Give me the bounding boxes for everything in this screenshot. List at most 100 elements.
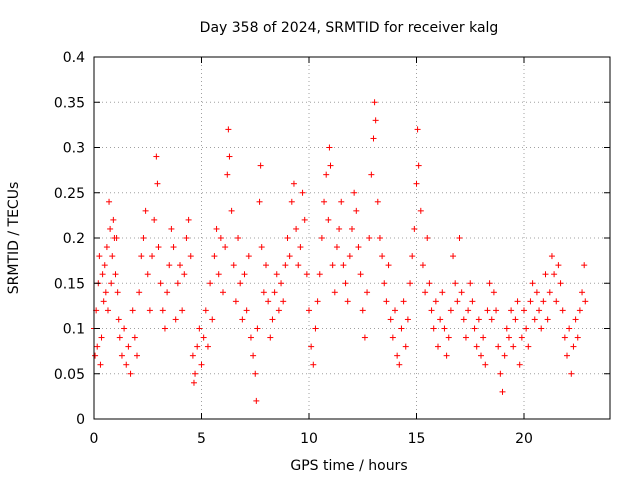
data-point	[97, 361, 104, 368]
data-point	[131, 334, 138, 341]
data-point	[196, 325, 203, 332]
data-point	[239, 316, 246, 323]
data-point	[473, 343, 480, 350]
data-point	[400, 298, 407, 305]
data-point	[488, 316, 495, 323]
data-point	[478, 352, 484, 359]
data-point	[368, 171, 375, 178]
data-point	[275, 307, 282, 314]
data-point	[342, 280, 349, 287]
data-point	[467, 280, 474, 287]
data-point	[252, 370, 259, 377]
data-point	[312, 325, 319, 332]
data-point	[306, 307, 312, 314]
data-point	[581, 262, 588, 269]
y-tick-label: 0	[76, 412, 85, 428]
data-point	[308, 343, 315, 350]
data-point	[92, 352, 99, 359]
data-point	[253, 397, 260, 404]
data-point	[582, 298, 589, 305]
data-point	[364, 289, 371, 296]
x-axis-label: GPS time / hours	[290, 458, 407, 474]
data-point	[561, 334, 568, 341]
data-point	[140, 235, 147, 241]
data-point	[149, 253, 156, 260]
data-point	[419, 262, 426, 269]
data-point	[371, 99, 378, 106]
data-point	[170, 244, 177, 251]
data-point	[361, 334, 368, 341]
data-point	[326, 144, 333, 151]
data-point	[574, 334, 581, 341]
data-point	[168, 225, 175, 232]
data-point	[215, 271, 222, 278]
data-point	[353, 207, 360, 214]
data-point	[299, 189, 306, 196]
data-point	[443, 352, 450, 359]
data-point	[542, 271, 549, 278]
data-point	[232, 298, 239, 305]
data-point	[241, 271, 248, 278]
data-point	[553, 298, 560, 305]
data-point	[396, 361, 403, 368]
data-point	[344, 298, 351, 305]
data-point	[198, 361, 205, 368]
data-point	[518, 334, 525, 341]
data-point	[310, 361, 317, 368]
data-point	[576, 307, 583, 314]
data-point	[441, 325, 448, 332]
data-point	[331, 289, 338, 296]
data-point	[125, 343, 132, 350]
data-point	[566, 325, 573, 332]
data-point	[157, 280, 164, 287]
data-point	[278, 280, 285, 287]
data-point	[521, 307, 527, 314]
data-point	[121, 325, 128, 332]
data-point	[297, 244, 304, 251]
y-tick-label: 0.25	[54, 186, 85, 202]
data-point	[424, 235, 431, 241]
data-point	[154, 180, 161, 187]
data-point	[329, 262, 336, 269]
data-point	[454, 298, 461, 305]
data-point	[389, 334, 396, 341]
data-point	[493, 307, 500, 314]
data-point	[314, 298, 321, 305]
data-point	[414, 126, 421, 133]
data-point	[376, 235, 383, 241]
data-point	[501, 352, 508, 359]
data-point	[559, 307, 566, 314]
data-point	[404, 316, 411, 323]
data-point	[333, 244, 340, 251]
data-point	[437, 316, 444, 323]
data-point	[295, 262, 302, 269]
data-point	[321, 198, 328, 205]
data-point	[374, 198, 381, 205]
data-point	[257, 162, 264, 169]
data-point	[381, 280, 388, 287]
data-point	[142, 207, 149, 214]
data-point	[103, 244, 110, 251]
data-point	[116, 334, 123, 341]
data-point	[247, 334, 254, 341]
data-point	[480, 334, 487, 341]
data-point	[538, 325, 545, 332]
data-point	[282, 262, 289, 269]
data-point	[211, 253, 218, 260]
data-point	[114, 289, 121, 296]
data-point	[525, 343, 532, 350]
data-point	[499, 388, 506, 395]
data-point	[181, 271, 188, 278]
data-point	[394, 352, 401, 359]
data-point	[512, 316, 519, 323]
data-point	[372, 117, 379, 124]
data-point	[383, 298, 390, 305]
data-point	[146, 307, 153, 314]
data-point	[568, 370, 575, 377]
data-point	[192, 370, 199, 377]
data-point	[340, 262, 347, 269]
y-tick-label: 0.35	[54, 95, 85, 111]
data-point	[260, 289, 267, 296]
data-point	[217, 235, 224, 241]
